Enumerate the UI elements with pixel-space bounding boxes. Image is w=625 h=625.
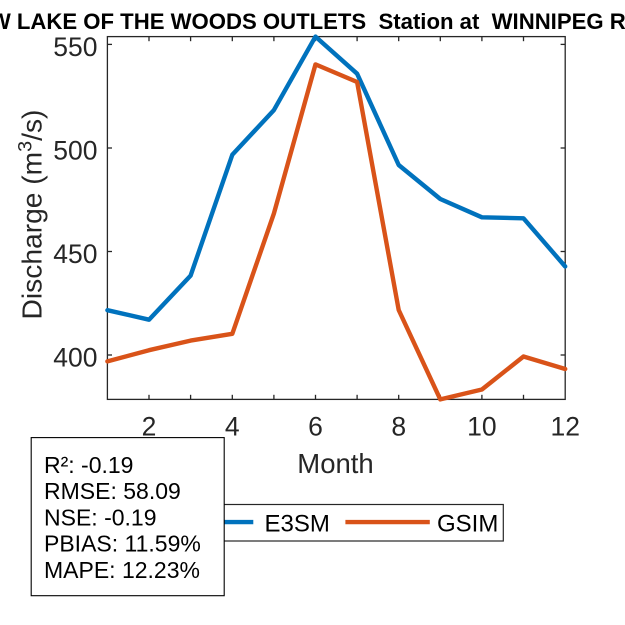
svg-text:Discharge (m3/s): Discharge (m3/s): [15, 110, 48, 320]
svg-text:500: 500: [53, 136, 97, 166]
svg-text:4: 4: [225, 412, 240, 442]
svg-text:10: 10: [467, 412, 496, 442]
svg-text:MAPE: 12.23%: MAPE: 12.23%: [44, 557, 200, 583]
svg-text:GSIM: GSIM: [437, 511, 498, 538]
svg-text:R²: -0.19: R²: -0.19: [44, 452, 133, 478]
svg-text:E3SM: E3SM: [265, 511, 330, 538]
svg-text:Month: Month: [297, 448, 373, 479]
svg-text:2: 2: [142, 412, 157, 442]
svg-text:550: 550: [53, 32, 97, 62]
svg-text:RMSE: 58.09: RMSE: 58.09: [44, 478, 181, 504]
svg-text:400: 400: [53, 343, 97, 373]
svg-text:W LAKE OF THE WOODS OUTLETS S: W LAKE OF THE WOODS OUTLETS Station at W…: [0, 9, 625, 34]
svg-text:12: 12: [550, 412, 579, 442]
svg-text:6: 6: [308, 412, 323, 442]
svg-text:450: 450: [53, 239, 97, 269]
svg-text:PBIAS: 11.59%: PBIAS: 11.59%: [44, 531, 201, 557]
svg-text:8: 8: [391, 412, 406, 442]
svg-text:NSE: -0.19: NSE: -0.19: [44, 504, 157, 530]
